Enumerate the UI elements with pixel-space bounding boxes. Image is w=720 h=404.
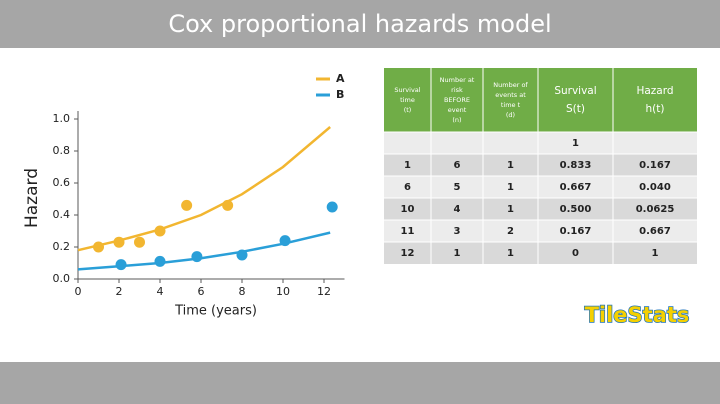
table-cell: 1	[572, 138, 579, 149]
data-point	[134, 236, 145, 248]
table-row	[384, 154, 697, 176]
header-cell: time t	[501, 101, 521, 109]
logo: TileStats	[585, 303, 690, 327]
table-cell: 2	[507, 226, 514, 237]
table-cell: 0.0625	[636, 204, 675, 215]
header-cell: h(t)	[646, 103, 665, 115]
table-header	[384, 68, 697, 132]
y-tick-label: 0.8	[53, 144, 71, 157]
table-cell: 1	[507, 248, 514, 259]
y-tick-label: 0.2	[53, 240, 71, 253]
table-row	[384, 132, 697, 154]
x-tick-label: 6	[198, 285, 205, 298]
x-tick-label: 8	[239, 285, 246, 298]
table-cell: 5	[454, 182, 461, 193]
table-cell: 3	[454, 226, 461, 237]
y-axis-title: Hazard	[22, 168, 42, 228]
table-row	[384, 220, 697, 242]
table-row	[384, 176, 697, 198]
table-cell: 0.167	[560, 226, 592, 237]
title-band	[0, 0, 720, 48]
header-cell: events at	[495, 91, 526, 99]
table-row	[384, 198, 697, 220]
header-cell: event	[448, 106, 467, 114]
x-tick-label: 0	[75, 285, 82, 298]
table-cell: 0.667	[639, 226, 671, 237]
header-cell: (n)	[452, 116, 461, 124]
table-cell: 0.500	[560, 204, 592, 215]
footer-band	[0, 362, 720, 404]
x-tick-label: 10	[276, 285, 290, 298]
table-cell: 1	[404, 160, 411, 171]
header-cell: Survival	[394, 86, 420, 94]
data-point	[154, 225, 166, 237]
x-tick-label: 2	[116, 285, 123, 298]
header-cell: Number of	[493, 81, 528, 89]
table-cell: 1	[454, 248, 461, 259]
data-point	[279, 235, 291, 247]
x-axis-title: Time (years)	[174, 304, 257, 319]
header-cell: S(t)	[566, 103, 585, 115]
table-cell: 0.833	[560, 160, 592, 171]
table-cell: 0.167	[639, 160, 671, 171]
data-point	[115, 259, 127, 271]
table: Survival time (t) Number at risk BEFORE event (…	[384, 68, 697, 264]
header-cell: (t)	[404, 106, 412, 114]
legend-label: A	[336, 72, 345, 85]
legend-label: B	[336, 88, 344, 101]
data-point	[222, 199, 234, 211]
data-point	[93, 241, 104, 253]
header-cell: risk	[451, 86, 463, 94]
data-point	[113, 236, 125, 248]
header-cell: BEFORE	[444, 96, 470, 104]
data-point	[326, 201, 338, 213]
table-cell: 1	[507, 182, 514, 193]
header-cell: time	[400, 96, 415, 104]
table-cell: 4	[454, 204, 461, 215]
x-tick-label: 4	[157, 285, 164, 298]
table-cell: 6	[404, 182, 411, 193]
data-point	[181, 199, 193, 211]
header-cell: (d)	[506, 111, 515, 119]
table-cell: 1	[507, 160, 514, 171]
slide-title: Cox proportional hazards model	[168, 10, 551, 38]
table-row	[384, 242, 697, 264]
data-point	[154, 255, 166, 267]
y-tick-label: 0.0	[53, 272, 71, 285]
y-tick-label: 0.6	[53, 176, 71, 189]
table-cell: 0	[572, 248, 579, 259]
table-cell: 12	[401, 248, 415, 259]
table-cell: 1	[652, 248, 659, 259]
table-cell: 6	[454, 160, 461, 171]
table-cell: 0.667	[560, 182, 592, 193]
data-point	[191, 251, 203, 263]
table-cell: 10	[401, 204, 415, 215]
y-tick-label: 1.0	[53, 112, 71, 125]
table-cell: 11	[401, 226, 415, 237]
table-cell: 0.040	[639, 182, 671, 193]
header-cell: Survival	[554, 85, 596, 97]
data-point	[236, 249, 248, 261]
header-cell: Number at	[440, 76, 475, 84]
x-tick-label: 12	[317, 285, 331, 298]
y-tick-label: 0.4	[53, 208, 71, 221]
header-cell: Hazard	[636, 85, 673, 97]
table-cell: 1	[507, 204, 514, 215]
